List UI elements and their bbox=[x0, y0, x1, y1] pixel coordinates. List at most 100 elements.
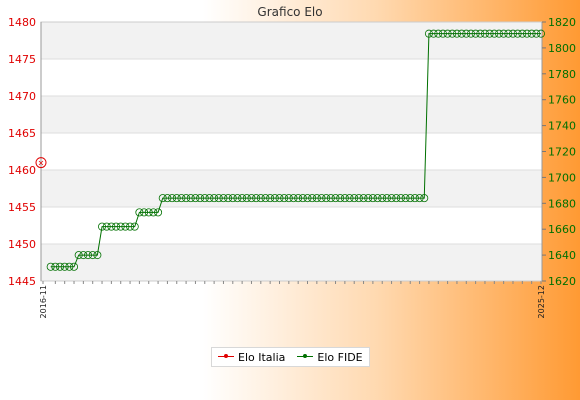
point-elo-fide bbox=[270, 194, 279, 203]
point-elo-fide bbox=[518, 29, 527, 38]
point-elo-fide bbox=[60, 262, 69, 271]
y-right-tick-label: 1820 bbox=[548, 16, 576, 29]
point-elo-fide bbox=[135, 208, 144, 217]
point-elo-fide bbox=[410, 194, 419, 203]
point-elo-fide bbox=[121, 222, 130, 231]
point-elo-fide bbox=[266, 194, 275, 203]
point-elo-fide bbox=[317, 194, 326, 203]
point-elo-fide bbox=[224, 194, 233, 203]
point-elo-fide bbox=[373, 194, 382, 203]
point-elo-fide bbox=[424, 29, 433, 38]
point-elo-fide bbox=[196, 194, 205, 203]
point-elo-fide bbox=[51, 262, 60, 271]
point-elo-fide bbox=[242, 194, 251, 203]
point-elo-fide bbox=[312, 194, 321, 203]
y-left-tick-label: 1450 bbox=[8, 238, 36, 251]
legend-label-elo-italia: Elo Italia bbox=[238, 350, 286, 364]
x-tick-label: 2025-12 bbox=[537, 285, 546, 318]
point-elo-fide bbox=[79, 251, 88, 260]
point-elo-fide bbox=[448, 29, 457, 38]
plot-band bbox=[41, 96, 542, 133]
point-elo-fide bbox=[434, 29, 443, 38]
point-elo-fide bbox=[130, 222, 139, 231]
point-elo-fide bbox=[490, 29, 499, 38]
point-elo-fide bbox=[84, 251, 93, 260]
point-elo-fide bbox=[322, 194, 331, 203]
point-elo-fide bbox=[336, 194, 345, 203]
point-elo-fide bbox=[462, 29, 471, 38]
point-elo-fide bbox=[289, 194, 298, 203]
y-left-tick-label: 1480 bbox=[8, 16, 36, 29]
legend-label-elo-fide: Elo FIDE bbox=[317, 350, 363, 364]
point-elo-fide bbox=[144, 208, 153, 217]
point-elo-fide bbox=[154, 208, 163, 217]
point-elo-fide bbox=[102, 222, 111, 231]
point-elo-fide bbox=[438, 29, 447, 38]
point-elo-fide bbox=[191, 194, 200, 203]
point-elo-fide bbox=[261, 194, 270, 203]
point-elo-fide bbox=[70, 262, 79, 271]
point-elo-fide bbox=[284, 194, 293, 203]
point-elo-fide bbox=[345, 194, 354, 203]
y-right-tick-label: 1660 bbox=[548, 223, 576, 236]
point-elo-fide bbox=[172, 194, 181, 203]
y-axis-left: 1445 1450 1455 1460 1465 1470 1475 1480 bbox=[8, 16, 42, 288]
y-right-tick-label: 1700 bbox=[548, 171, 576, 184]
point-elo-fide bbox=[65, 262, 74, 271]
y-left-tick-label: 1465 bbox=[8, 127, 36, 140]
chart-title: Grafico Elo bbox=[257, 5, 322, 19]
y-right-tick-label: 1800 bbox=[548, 42, 576, 55]
point-elo-fide bbox=[163, 194, 172, 203]
point-elo-fide bbox=[294, 194, 303, 203]
point-elo-fide bbox=[480, 29, 489, 38]
plot-band bbox=[41, 22, 542, 59]
point-elo-fide bbox=[168, 194, 177, 203]
point-elo-fide bbox=[228, 194, 237, 203]
point-elo-fide bbox=[256, 194, 265, 203]
point-elo-fide bbox=[452, 29, 461, 38]
x-tick-label: 2016-11 bbox=[39, 285, 48, 318]
y-left-tick-label: 1455 bbox=[8, 201, 36, 214]
point-elo-fide bbox=[387, 194, 396, 203]
legend-swatch-elo-fide bbox=[297, 352, 314, 362]
point-elo-fide bbox=[275, 194, 284, 203]
point-elo-fide bbox=[340, 194, 349, 203]
point-elo-fide bbox=[368, 194, 377, 203]
point-elo-fide bbox=[331, 194, 340, 203]
y-right-tick-label: 1640 bbox=[548, 249, 576, 262]
point-elo-fide bbox=[238, 194, 247, 203]
point-elo-fide bbox=[499, 29, 508, 38]
point-elo-fide bbox=[527, 29, 536, 38]
point-elo-fide bbox=[177, 194, 186, 203]
point-elo-fide bbox=[210, 194, 219, 203]
point-elo-fide bbox=[326, 194, 335, 203]
point-elo-fide bbox=[88, 251, 97, 260]
point-elo-fide bbox=[457, 29, 466, 38]
plot-band bbox=[41, 244, 542, 281]
point-elo-fide bbox=[382, 194, 391, 203]
point-elo-fide bbox=[182, 194, 191, 203]
y-right-tick-label: 1780 bbox=[548, 68, 576, 81]
point-elo-fide bbox=[537, 29, 546, 38]
point-elo-fide bbox=[485, 29, 494, 38]
point-elo-fide bbox=[126, 222, 135, 231]
point-elo-italia bbox=[35, 157, 47, 169]
y-axis-right: 1620 1640 1660 1680 1700 1720 1740 1760 1780 1800… bbox=[541, 16, 576, 288]
point-elo-fide bbox=[186, 194, 195, 203]
point-elo-fide bbox=[112, 222, 121, 231]
plot-area bbox=[41, 22, 542, 281]
x-axis: 2016-11 2025-12 bbox=[39, 281, 546, 318]
point-elo-fide bbox=[476, 29, 485, 38]
point-elo-fide bbox=[93, 251, 102, 260]
point-elo-fide bbox=[406, 194, 415, 203]
point-elo-fide bbox=[298, 194, 307, 203]
legend: Elo Italia Elo FIDE bbox=[211, 347, 370, 367]
point-elo-fide bbox=[247, 194, 256, 203]
point-elo-fide bbox=[378, 194, 387, 203]
legend-item-elo-fide: Elo FIDE bbox=[297, 350, 363, 364]
point-elo-fide bbox=[233, 194, 242, 203]
point-elo-fide bbox=[532, 29, 541, 38]
point-elo-fide bbox=[214, 194, 223, 203]
point-elo-fide bbox=[56, 262, 65, 271]
